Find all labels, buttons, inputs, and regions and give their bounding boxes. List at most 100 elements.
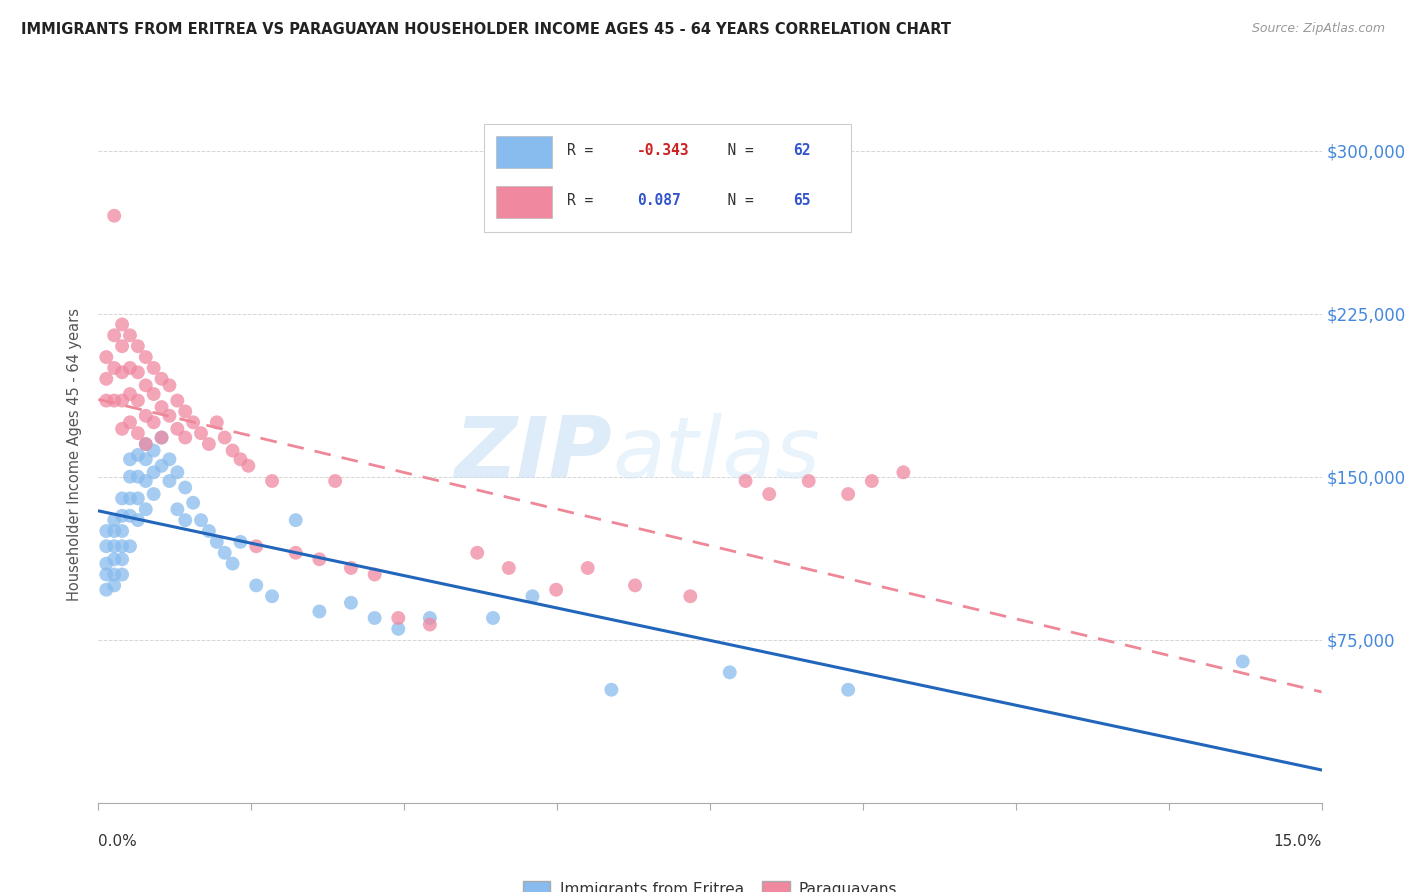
Point bbox=[205, 415, 228, 429]
Text: 65: 65 bbox=[793, 194, 811, 209]
Point bbox=[103, 539, 125, 553]
Point bbox=[284, 513, 307, 527]
Point bbox=[600, 682, 623, 697]
Point bbox=[498, 561, 520, 575]
Text: 62: 62 bbox=[793, 144, 811, 159]
Point bbox=[96, 539, 118, 553]
Point bbox=[118, 328, 141, 343]
Point bbox=[142, 487, 165, 501]
Point bbox=[118, 469, 141, 483]
Point bbox=[797, 474, 820, 488]
Point bbox=[96, 582, 118, 597]
Point bbox=[174, 404, 197, 418]
Point bbox=[546, 582, 568, 597]
Text: R =: R = bbox=[567, 194, 602, 209]
Point bbox=[135, 409, 157, 423]
Point bbox=[150, 372, 173, 386]
Point bbox=[111, 393, 134, 408]
Point bbox=[190, 426, 212, 441]
Point bbox=[174, 431, 197, 445]
Text: Source: ZipAtlas.com: Source: ZipAtlas.com bbox=[1251, 22, 1385, 36]
Point bbox=[260, 474, 283, 488]
Point bbox=[893, 466, 915, 480]
Text: R =: R = bbox=[567, 144, 602, 159]
Point bbox=[103, 552, 125, 566]
Legend: Immigrants from Eritrea, Paraguayans: Immigrants from Eritrea, Paraguayans bbox=[517, 875, 903, 892]
Text: N =: N = bbox=[710, 194, 762, 209]
Point bbox=[159, 378, 181, 392]
Point bbox=[214, 546, 236, 560]
Point bbox=[103, 513, 125, 527]
Point bbox=[127, 491, 149, 506]
Point bbox=[103, 209, 125, 223]
Point bbox=[174, 481, 197, 495]
FancyBboxPatch shape bbox=[496, 136, 553, 168]
Point bbox=[142, 443, 165, 458]
Point bbox=[166, 393, 188, 408]
Point bbox=[837, 487, 859, 501]
Point bbox=[734, 474, 756, 488]
Point bbox=[142, 387, 165, 401]
Point bbox=[576, 561, 599, 575]
Point bbox=[260, 589, 283, 603]
Point bbox=[127, 339, 149, 353]
Point bbox=[205, 535, 228, 549]
Point bbox=[181, 496, 204, 510]
Point bbox=[245, 539, 267, 553]
Point bbox=[127, 513, 149, 527]
Point bbox=[142, 415, 165, 429]
Point bbox=[103, 328, 125, 343]
Point bbox=[96, 350, 118, 364]
Point bbox=[111, 318, 134, 332]
Point bbox=[758, 487, 780, 501]
Point bbox=[159, 452, 181, 467]
Point bbox=[419, 617, 441, 632]
Text: 15.0%: 15.0% bbox=[1274, 834, 1322, 849]
Point bbox=[340, 596, 363, 610]
Point bbox=[111, 539, 134, 553]
Text: atlas: atlas bbox=[612, 413, 820, 497]
Point bbox=[363, 611, 385, 625]
Text: -0.343: -0.343 bbox=[637, 144, 689, 159]
Point bbox=[96, 372, 118, 386]
Point bbox=[111, 524, 134, 538]
Text: IMMIGRANTS FROM ERITREA VS PARAGUAYAN HOUSEHOLDER INCOME AGES 45 - 64 YEARS CORR: IMMIGRANTS FROM ERITREA VS PARAGUAYAN HO… bbox=[21, 22, 950, 37]
Point bbox=[127, 393, 149, 408]
Point bbox=[111, 365, 134, 379]
Point bbox=[111, 422, 134, 436]
Point bbox=[103, 524, 125, 538]
Point bbox=[679, 589, 702, 603]
Point bbox=[127, 426, 149, 441]
Point bbox=[96, 557, 118, 571]
Point bbox=[118, 539, 141, 553]
Point bbox=[245, 578, 267, 592]
Point bbox=[127, 365, 149, 379]
Point bbox=[150, 431, 173, 445]
Point bbox=[284, 546, 307, 560]
Point bbox=[190, 513, 212, 527]
Point bbox=[135, 502, 157, 516]
Point bbox=[135, 474, 157, 488]
Point bbox=[837, 682, 859, 697]
Point bbox=[718, 665, 741, 680]
Point bbox=[111, 508, 134, 523]
Point bbox=[135, 350, 157, 364]
Y-axis label: Householder Income Ages 45 - 64 years: Householder Income Ages 45 - 64 years bbox=[67, 309, 83, 601]
Point bbox=[135, 437, 157, 451]
Point bbox=[323, 474, 346, 488]
Point bbox=[387, 611, 409, 625]
Point bbox=[522, 589, 544, 603]
FancyBboxPatch shape bbox=[496, 186, 553, 218]
Point bbox=[118, 415, 141, 429]
Point bbox=[103, 361, 125, 376]
Point bbox=[159, 474, 181, 488]
Point bbox=[229, 452, 252, 467]
Point bbox=[118, 491, 141, 506]
Point bbox=[96, 524, 118, 538]
Point bbox=[340, 561, 363, 575]
Point bbox=[135, 378, 157, 392]
Point bbox=[159, 409, 181, 423]
Text: 0.0%: 0.0% bbox=[98, 834, 138, 849]
Point bbox=[127, 469, 149, 483]
Point bbox=[363, 567, 385, 582]
